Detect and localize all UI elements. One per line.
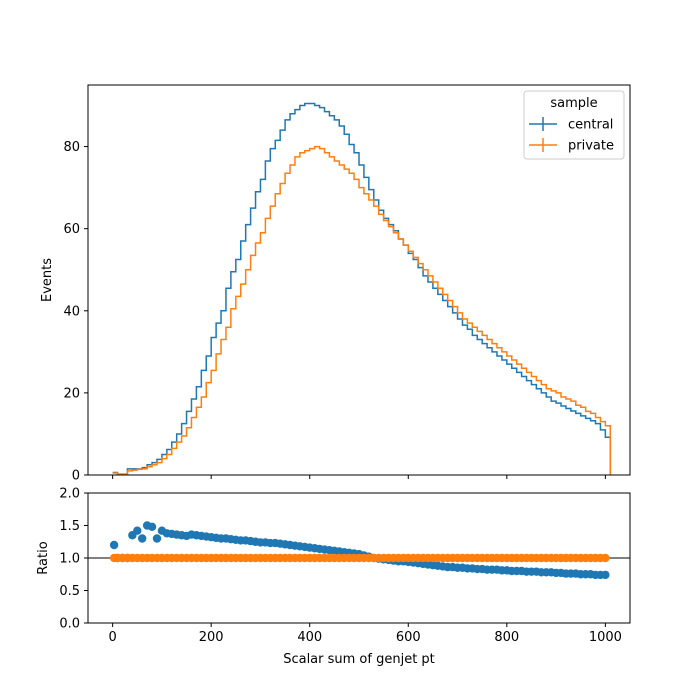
x-axis-label: Scalar sum of genjet pt: [283, 652, 435, 667]
lower-y-tick-label: 0.5: [59, 584, 80, 599]
ratio-point-central: [601, 570, 610, 580]
legend-box: [523, 90, 625, 160]
upper-y-tick-label: 0: [72, 469, 80, 484]
upper-y-ticks: 0 20 40 60 80: [63, 140, 88, 484]
lower-y-ticks: 0.0 0.5 1.0 1.5 2.0: [59, 487, 88, 632]
upper-y-tick-label: 40: [63, 304, 80, 319]
ratio-point-central: [109, 540, 119, 550]
upper-panel: 0 20 40 60 80 Events sample central private: [40, 84, 631, 484]
ratio-point-private: [601, 553, 610, 563]
upper-y-tick-label: 20: [63, 386, 80, 401]
upper-y-tick-label: 80: [63, 140, 80, 155]
x-tick-label: 600: [396, 630, 421, 645]
ratio-point-central: [152, 534, 162, 543]
x-tick-label: 0: [108, 630, 116, 645]
lower-y-tick-label: 1.5: [59, 519, 80, 534]
lower-axes-frame: [87, 492, 631, 624]
ratio-point-central: [147, 522, 157, 531]
step-line-private: [112, 145, 612, 475]
lower-x-ticks: 0 200 400 600 800 1000: [108, 623, 622, 645]
step-line-central: [112, 102, 612, 475]
upper-axes-frame: [87, 84, 631, 476]
lower-y-tick-label: 0.0: [59, 617, 80, 632]
x-tick-label: 200: [199, 630, 224, 645]
legend: sample central private: [523, 90, 625, 160]
ratio-point-central: [133, 526, 142, 535]
x-tick-label: 400: [297, 630, 322, 645]
upper-series-group: [112, 102, 612, 475]
legend-title: sample: [550, 96, 597, 111]
lower-series-group: [109, 521, 610, 580]
legend-label-private: private: [568, 139, 614, 154]
x-tick-label: 800: [494, 630, 519, 645]
ratio-point-central: [138, 534, 147, 543]
upper-x-ticks: [112, 475, 606, 479]
upper-y-tick-label: 60: [63, 222, 80, 237]
lower-panel: 0.00.51.01.52.0 0 200 400 600 800 1000 Ratio …: [36, 487, 631, 667]
x-tick-label: 1000: [589, 630, 622, 645]
lower-y-tick-label: 2.0: [59, 487, 80, 502]
lower-y-axis-label: Ratio: [36, 541, 51, 574]
lower-y-tick-label: 1.0: [59, 552, 80, 567]
legend-label-central: central: [568, 118, 613, 133]
legend-entries: central private: [529, 117, 614, 154]
upper-y-axis-label: Events: [40, 258, 55, 302]
